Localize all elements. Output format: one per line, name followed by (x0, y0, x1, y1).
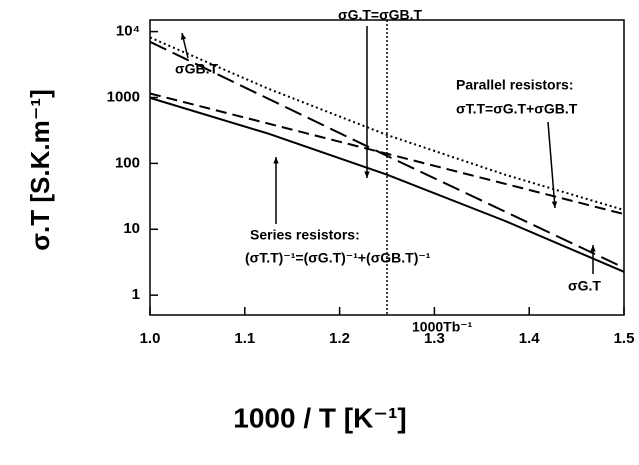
x-axis-label: 1000 / T [K⁻¹] (233, 402, 406, 433)
annotation: (σT.T)⁻¹=(σG.T)⁻¹+(σGB.T)⁻¹ (245, 250, 431, 266)
annotation: σG.T=σGB.T (338, 7, 423, 23)
arrow-head (590, 245, 596, 252)
x-tick-label: 1.3 (424, 330, 445, 347)
y-axis-label: σ.T [S.K.m⁻¹] (25, 89, 55, 251)
x-tick-label: 1.2 (329, 330, 350, 347)
arrow-head (364, 171, 370, 178)
y-tick-label: 10 (123, 220, 140, 237)
arrow-head (180, 33, 187, 40)
x-tick-label: 1.4 (519, 330, 541, 347)
x-tick-label: 1.0 (140, 330, 161, 347)
arrow (547, 121, 556, 209)
arrow-head (551, 201, 558, 208)
annotation: σT.T=σG.T+σGB.T (456, 101, 578, 117)
annotation: Series resistors: (250, 227, 360, 243)
annotation: Parallel resistors: (456, 77, 574, 93)
series-line (149, 36, 625, 211)
x-tick-label: 1.5 (614, 330, 635, 347)
y-tick-label: 1000 (107, 88, 140, 105)
annotation: σG.T (568, 278, 601, 294)
arrow-head (273, 157, 279, 164)
y-tick-label: 100 (115, 154, 140, 171)
y-tick-label: 10⁴ (116, 23, 140, 40)
series-line (149, 40, 625, 269)
annotation: σGB.T (175, 61, 218, 77)
annotation: 1000Tb⁻¹ (412, 319, 473, 335)
x-tick-label: 1.1 (234, 330, 255, 347)
series-line (149, 96, 625, 273)
y-tick-label: 1 (132, 286, 140, 303)
